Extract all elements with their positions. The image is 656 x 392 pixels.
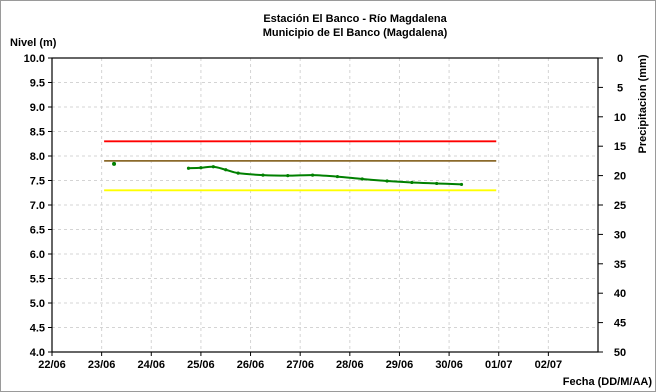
y-left-tick-label: 7.0: [30, 200, 45, 212]
y-left-tick-label: 10.0: [24, 53, 45, 65]
x-tick-label: 25/06: [187, 359, 215, 371]
y-right-tick-label: 40: [614, 288, 626, 300]
axes: 4.0 4.5 5.0 5.5 6.0 6.5 7.0 7.5 8.0 8.5 9.0 9.5 10.0…: [24, 53, 627, 371]
series-point: [286, 174, 290, 178]
chart-title: Estación El Banco - Río Magdalena: [263, 13, 447, 25]
y-right-tick-label: 25: [614, 200, 626, 212]
y-left-tick-label: 5.5: [30, 274, 45, 286]
series-point: [211, 165, 215, 169]
x-tick-label: 24/06: [138, 359, 166, 371]
series-point: [410, 180, 414, 185]
x-tick-label: 26/06: [237, 359, 265, 371]
y-left-tick-label: 5.0: [30, 298, 45, 310]
y-right-tick-label: 35: [614, 259, 626, 271]
series-point: [459, 182, 464, 187]
series-point-isolated: [112, 161, 117, 166]
y-left-tick-label: 4.5: [30, 323, 45, 335]
series-point: [385, 179, 389, 183]
x-tick-label: 29/06: [386, 359, 414, 371]
y-left-tick-label: 6.5: [30, 225, 45, 237]
grid: [51, 57, 598, 353]
series-point: [224, 168, 228, 172]
x-tick-label: 01/07: [485, 359, 513, 371]
x-tick-label: 02/07: [535, 359, 563, 371]
series-point: [199, 166, 203, 170]
y-left-tick-label: 9.0: [30, 102, 45, 114]
y-right-tick-label: 0: [617, 53, 623, 65]
x-axis-label: Fecha (DD/M/AA): [563, 376, 653, 388]
y-right-tick-label: 45: [614, 318, 626, 330]
y-right-tick-label: 15: [614, 141, 626, 153]
y-right-tick-label: 20: [614, 171, 626, 183]
y-left-tick-label: 9.5: [30, 78, 45, 90]
series-point: [435, 181, 439, 186]
series-point: [310, 173, 315, 177]
series-point: [335, 174, 340, 179]
y-right-tick-label: 50: [614, 347, 626, 359]
y-left-tick-label: 7.5: [30, 176, 45, 188]
series-point: [186, 166, 191, 170]
series-point: [360, 177, 364, 181]
x-tick-label: 27/06: [286, 359, 314, 371]
y-left-tick-label: 8.0: [30, 151, 45, 163]
series: [112, 161, 464, 187]
y-axis-left-label: Nivel (m): [10, 37, 57, 49]
series-point: [261, 173, 265, 177]
x-tick-label: 30/06: [435, 359, 463, 371]
y-right-tick-label: 5: [617, 82, 623, 94]
series-point: [236, 171, 240, 175]
chart-subtitle: Municipio de El Banco (Magdalena): [263, 27, 448, 39]
threshold-lines: [104, 140, 497, 192]
x-tick-label: 23/06: [88, 359, 116, 371]
y-right-tick-label: 10: [614, 112, 626, 124]
x-tick-label: 22/06: [38, 359, 66, 371]
y-left-tick-label: 6.0: [30, 249, 45, 261]
y-left-tick-label: 4.0: [30, 347, 45, 359]
x-tick-label: 28/06: [336, 359, 364, 371]
y-right-tick-label: 30: [614, 229, 626, 241]
y-left-tick-label: 8.5: [30, 127, 45, 139]
y-axis-right-label: Precipitacion (mm): [637, 54, 649, 153]
